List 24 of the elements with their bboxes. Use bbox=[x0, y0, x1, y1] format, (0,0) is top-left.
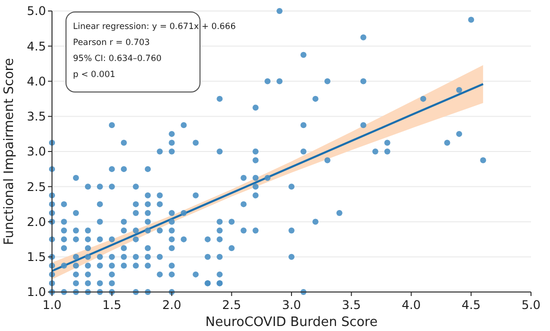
annotation: 95% CI: 0.634–0.760 bbox=[73, 54, 162, 64]
x-tick-label: 1.0 bbox=[42, 298, 62, 312]
y-tick-label: 4.5 bbox=[26, 39, 46, 54]
x-tick-label: 3.0 bbox=[282, 298, 302, 312]
annotation: Pearson r = 0.703 bbox=[73, 38, 150, 48]
x-tick-label: 2.0 bbox=[162, 298, 182, 312]
y-tick-label: 2.5 bbox=[26, 180, 46, 194]
x-tick-label: 2.5 bbox=[222, 298, 242, 312]
x-tick-label: 3.5 bbox=[342, 298, 361, 312]
x-tick-label: 4.5 bbox=[462, 298, 481, 312]
annotation: p < 0.001 bbox=[73, 70, 116, 80]
x-tick-label: 1.5 bbox=[102, 298, 122, 312]
y-tick-label: 1.5 bbox=[26, 250, 46, 264]
annotation: Linear regression: y = 0.671x + 0.666 bbox=[73, 22, 236, 32]
x-tick-label: 4.0 bbox=[402, 298, 421, 312]
x-tick-label: 5.0 bbox=[521, 298, 541, 312]
y-tick-label: 4.0 bbox=[26, 74, 46, 88]
y-tick-label: 5.0 bbox=[26, 4, 46, 18]
y-tick-label: 3.0 bbox=[26, 144, 46, 159]
y-tick-label: 1.0 bbox=[26, 285, 46, 300]
x-axis-title: NeuroCOVID Burden Score bbox=[205, 315, 378, 330]
y-tick-label: 2.0 bbox=[26, 214, 46, 229]
y-tick-label: 3.5 bbox=[26, 110, 46, 124]
y-axis-title: Functional Impairment Score bbox=[2, 58, 17, 245]
